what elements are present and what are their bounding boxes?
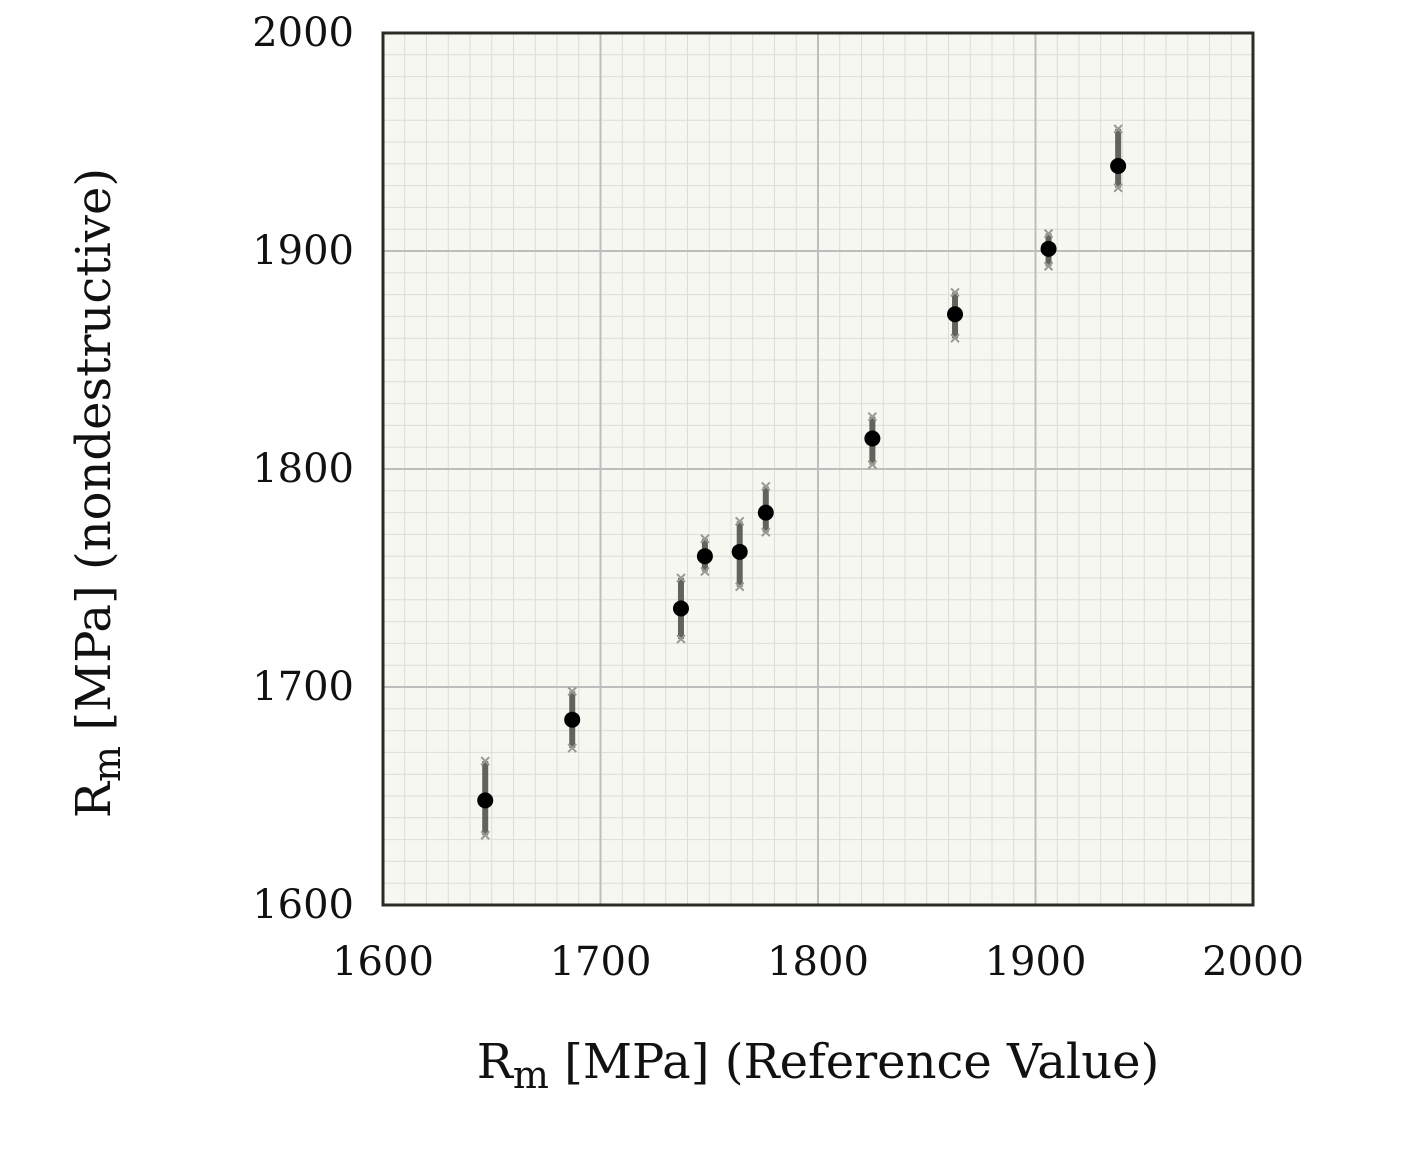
x-tick-label: 1700 [550, 939, 652, 985]
error-bar-cap [480, 756, 490, 766]
y-tick-label: 1800 [252, 446, 354, 492]
error-bar-cap [867, 459, 878, 470]
x-tick-label: 1800 [767, 939, 869, 985]
data-points [477, 157, 1127, 809]
error-bar-cap [867, 411, 878, 422]
y-tick-label: 1600 [252, 882, 354, 928]
y-axis-ticks: 1600 1700 1800 1900 2000 [252, 10, 354, 928]
error-bar-cap [950, 333, 960, 343]
error-bar-cap [734, 516, 745, 527]
x-tick-label: 1900 [985, 939, 1087, 985]
error-bar-cap [950, 287, 960, 298]
data-point [864, 430, 881, 447]
data-point [731, 543, 748, 560]
y-tick-label: 2000 [252, 10, 354, 56]
data-point [696, 548, 713, 565]
x-axis-label: Rm [MPa] (Reference Value) [477, 1034, 1160, 1097]
error-bar-cap [1043, 261, 1054, 271]
error-bar-cap [700, 566, 710, 577]
error-bar-cap [761, 481, 771, 492]
error-bar-cap [1113, 124, 1123, 134]
y-axis-label-symbol: R [66, 780, 122, 818]
data-point [1110, 157, 1127, 174]
error-bar-cap [1113, 183, 1123, 193]
y-axis-label-subscript: m [85, 746, 129, 782]
x-axis-label-subscript: m [513, 1053, 549, 1097]
x-tick-label: 2000 [1202, 939, 1304, 985]
error-bar-cap [567, 743, 577, 753]
y-axis-label: Rm [MPa] (nondestructive) [66, 168, 129, 818]
data-point [1040, 240, 1057, 257]
error-bar-cap [676, 573, 686, 583]
x-tick-label: 1600 [332, 939, 434, 985]
plot-frame [381, 31, 1255, 907]
data-point [947, 306, 964, 323]
error-bar-cap [1043, 228, 1054, 239]
data-point [564, 711, 581, 728]
error-bar-cap [734, 582, 745, 592]
error-bar-cap [567, 686, 577, 697]
error-bar-cap [700, 534, 710, 544]
data-point [477, 792, 494, 809]
major-grid [383, 33, 1253, 905]
data-point [757, 504, 774, 521]
error-bar-cap [761, 527, 771, 537]
error-bar-cap [676, 634, 686, 644]
x-axis-ticks: 1600 1700 1800 1900 2000 [332, 939, 1304, 985]
y-axis-label-text: [MPa] (nondestructive) [66, 168, 122, 746]
error-bar-cap [480, 830, 490, 840]
y-tick-label: 1900 [252, 228, 354, 274]
x-axis-label-symbol: R [477, 1034, 515, 1090]
data-point [672, 600, 689, 617]
x-axis-label-text: [MPa] (Reference Value) [549, 1034, 1159, 1090]
y-tick-label: 1700 [252, 664, 354, 710]
